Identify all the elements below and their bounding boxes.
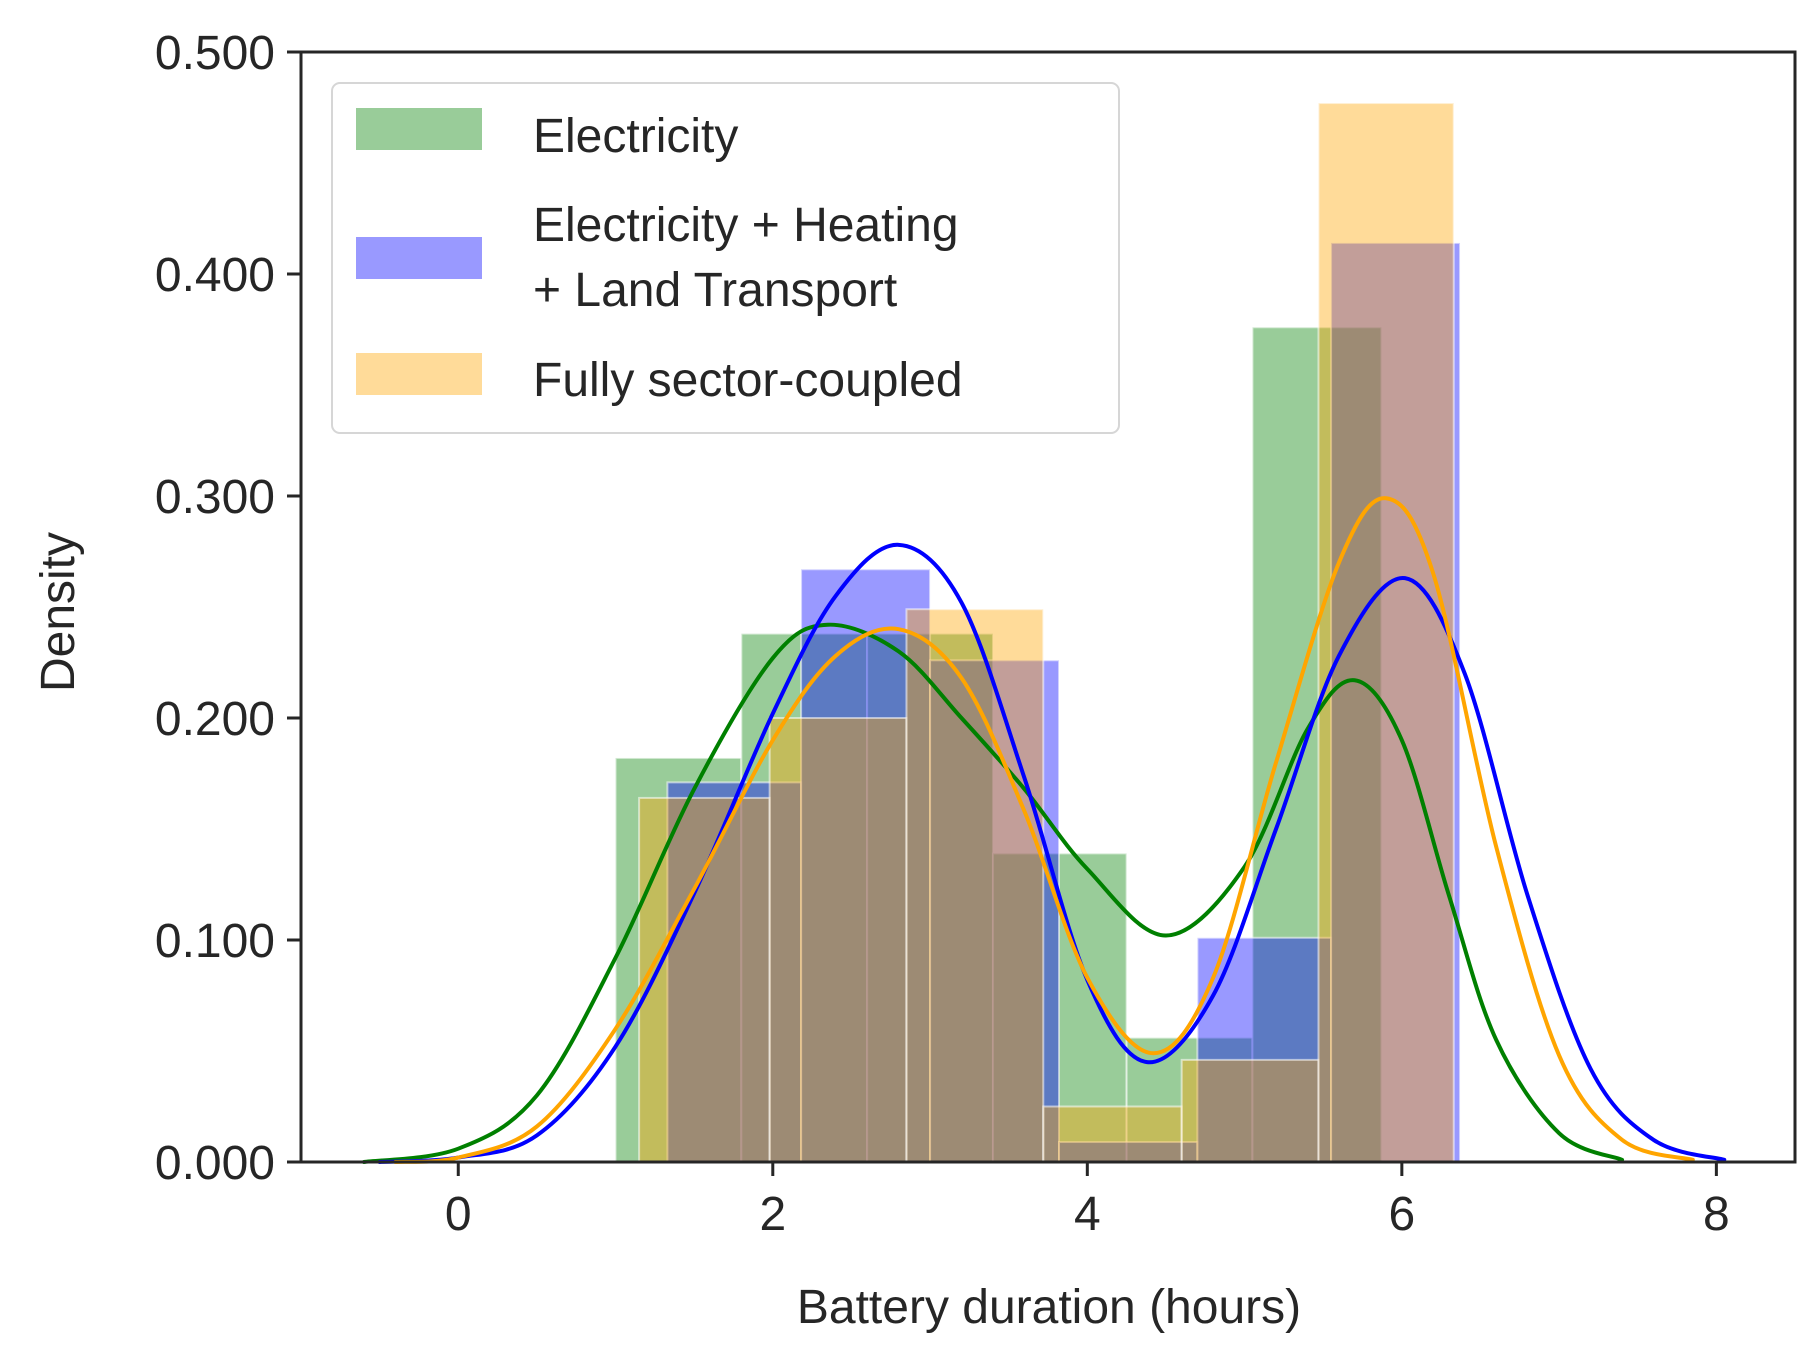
- kde-curves: [361, 496, 1727, 1164]
- y-axis-label: Density: [32, 532, 85, 692]
- x-tick-label: 2: [759, 1188, 786, 1241]
- hist-bar-fully-sector-coupled-4: [1042, 1105, 1183, 1163]
- legend-label-fully-sector-coupled: Fully sector-coupled: [533, 354, 963, 407]
- hist-bar-electricity-heating-land-transport-5: [1196, 936, 1333, 1164]
- kde-line-electricity: [361, 622, 1625, 1164]
- legend-swatch-electricity: [356, 108, 482, 150]
- hist-bar-electricity-2: [740, 632, 869, 1163]
- legend-swatch-electricity-heating-transport: [356, 237, 482, 279]
- legend-frame: [331, 82, 1120, 434]
- hist-bar-fully-sector-coupled-2: [768, 717, 908, 1163]
- x-tick-label: 4: [1074, 1188, 1101, 1241]
- legend-swatch-fully-sector-coupled: [356, 353, 482, 395]
- y-tick-label: 0.200: [155, 693, 275, 746]
- legend-label-electricity: Electricity: [533, 110, 738, 163]
- legend-label-electricity-heating-transport: Electricity + Heating: [533, 199, 959, 252]
- y-tick-label: 0.100: [155, 915, 275, 968]
- hist-bar-fully-sector-coupled-6: [1317, 102, 1455, 1163]
- plot-frame: [299, 50, 1797, 1164]
- legend-label-electricity-heating-transport-line2: + Land Transport: [533, 264, 897, 317]
- y-tick-label: 0.400: [155, 249, 275, 302]
- x-axis-label: Battery duration (hours): [797, 1281, 1301, 1334]
- x-tick-label: 0: [445, 1188, 472, 1241]
- hist-bar-fully-sector-coupled-5: [1180, 1058, 1320, 1164]
- legend: Electricity Electricity + Heating + Land…: [331, 82, 1120, 434]
- y-tick-label: 0.500: [155, 27, 275, 80]
- hist-bar-electricity-heating-land-transport-1: [666, 781, 803, 1163]
- x-tick-label: 6: [1388, 1188, 1415, 1241]
- hist-bar-electricity-heating-land-transport-6: [1330, 241, 1462, 1164]
- x-tick-label: 8: [1703, 1188, 1730, 1241]
- kde-line-fully-sector-coupled: [393, 496, 1695, 1164]
- y-tick-label: 0.300: [155, 471, 275, 524]
- axes: 0 2 4 6 8 0.000 0.100 0.200 0.300 0.400 0.500: [155, 27, 1797, 1241]
- hist-bar-fully-sector-coupled-3: [905, 608, 1045, 1163]
- hist-bar-fully-sector-coupled-1: [638, 796, 771, 1163]
- y-tick-label: 0.000: [155, 1137, 275, 1190]
